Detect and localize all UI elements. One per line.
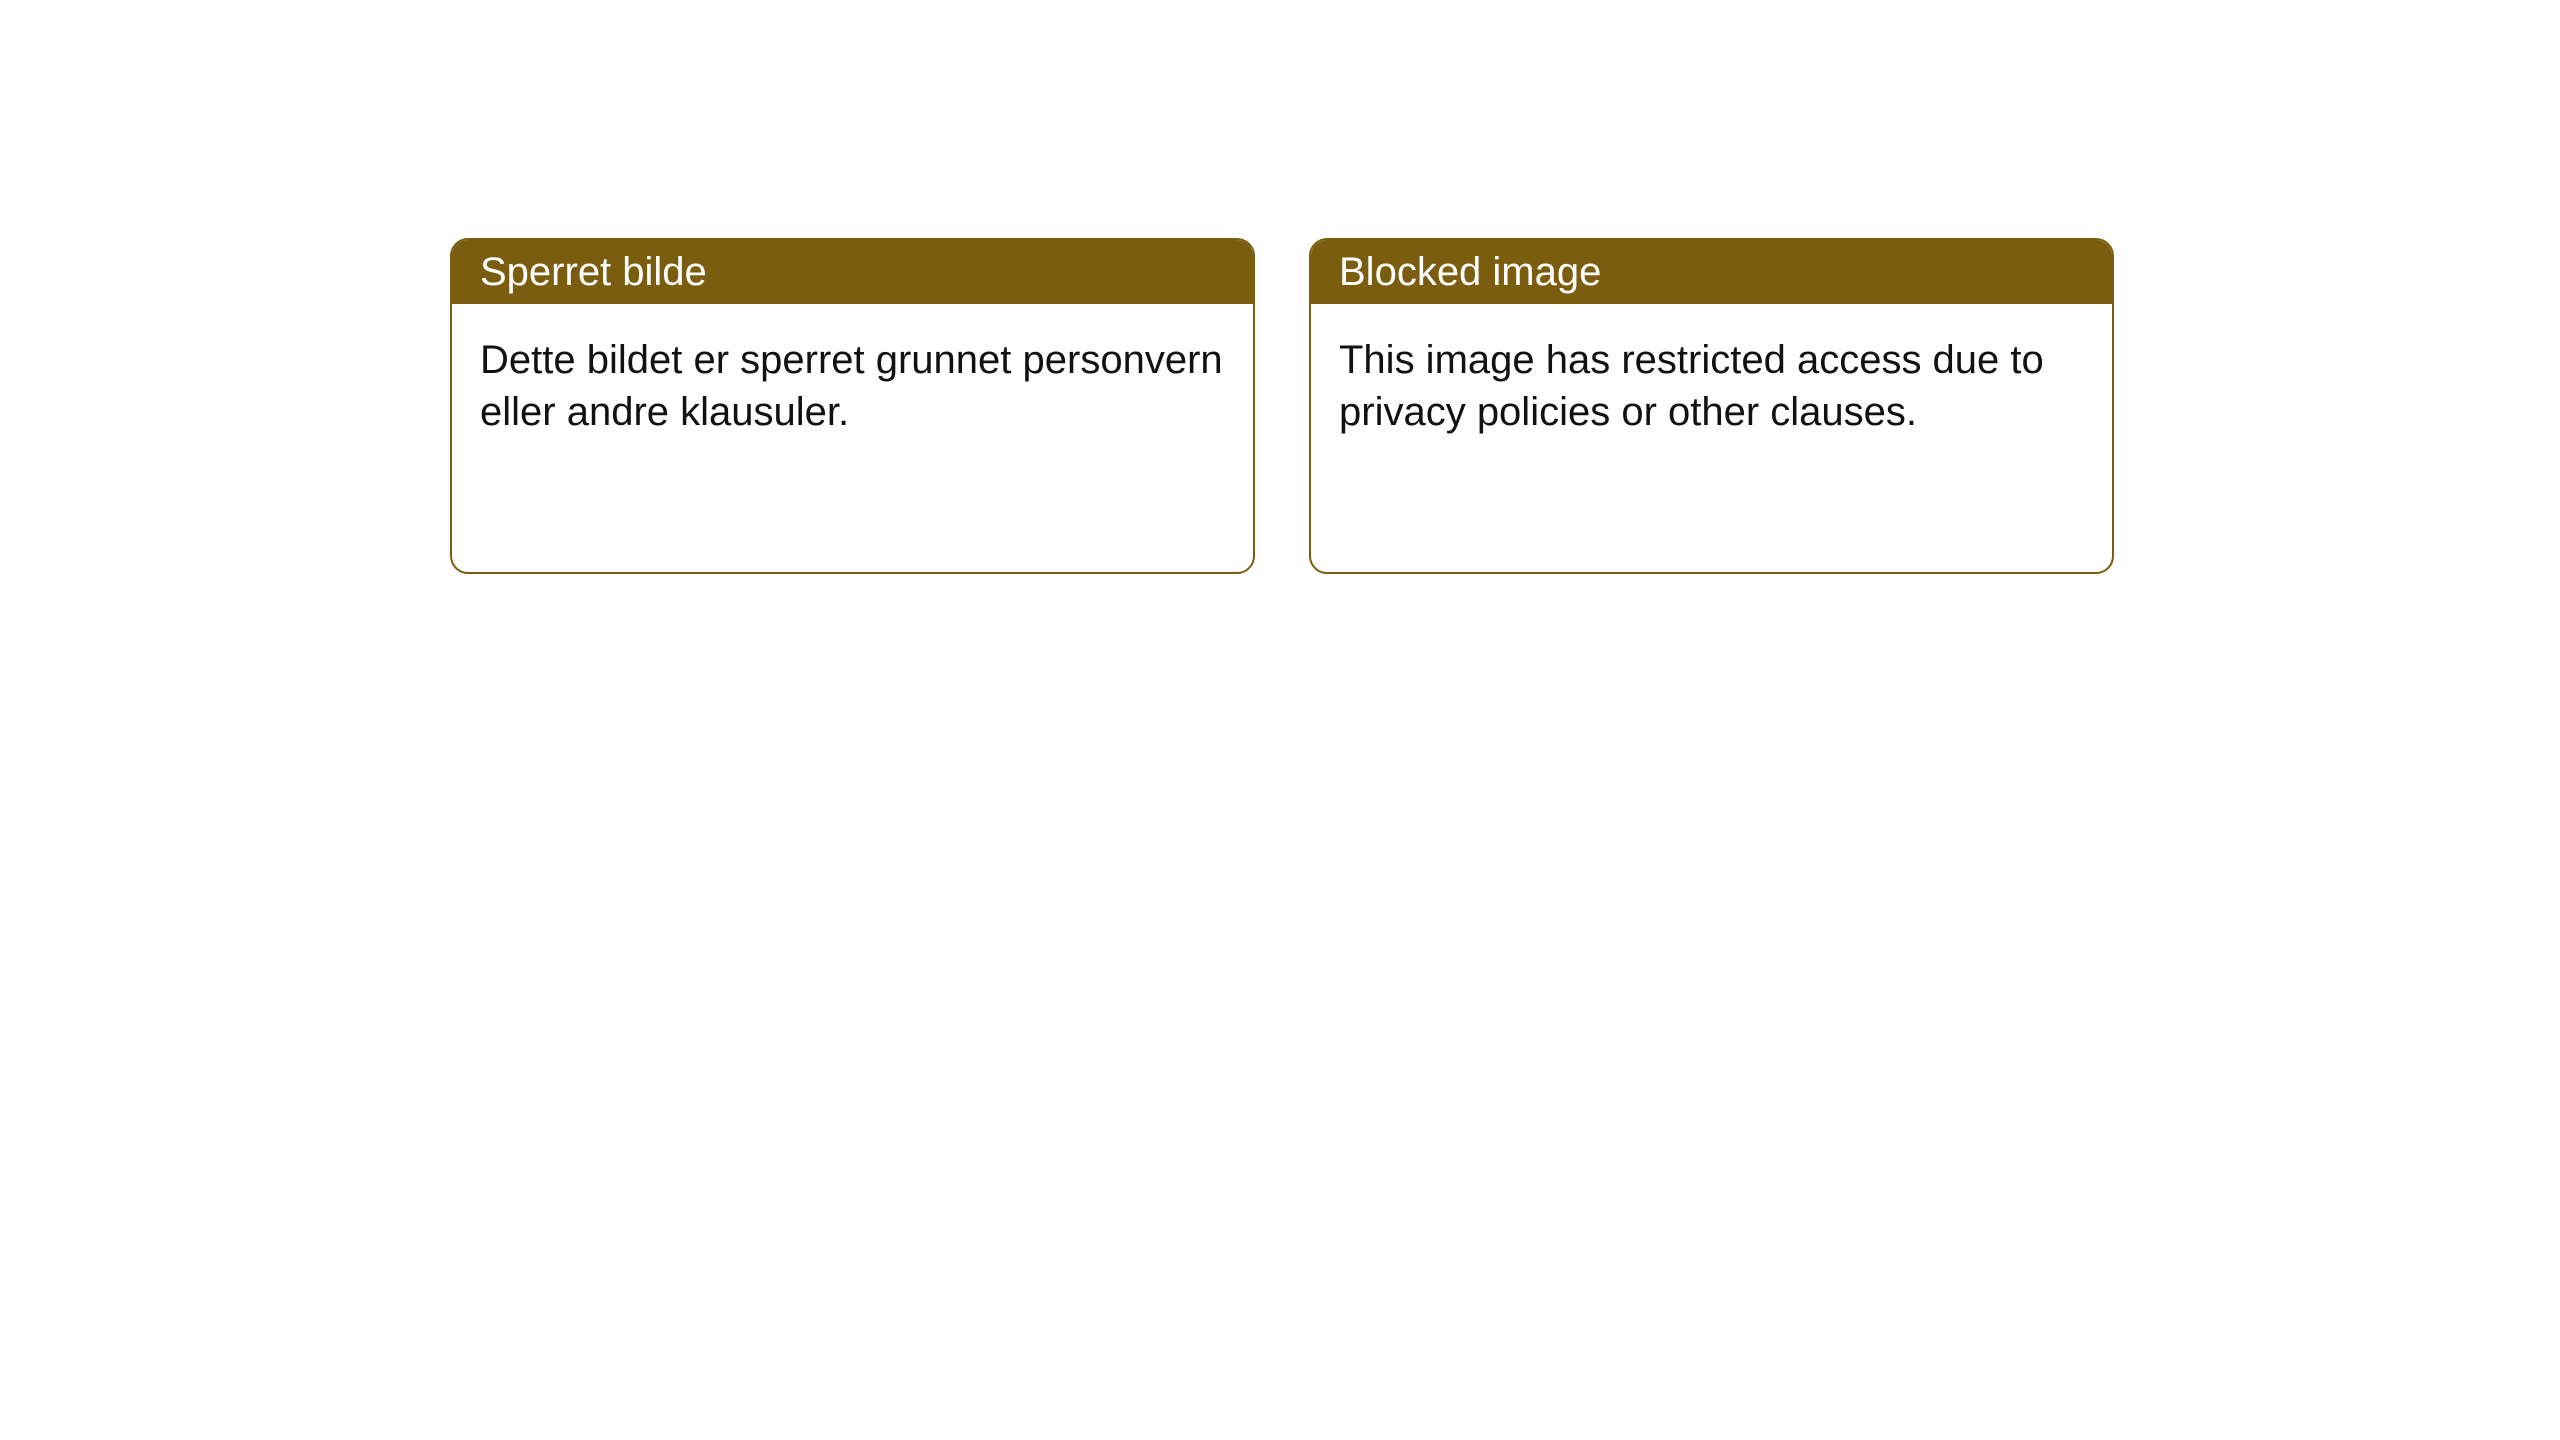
- notice-body-english: This image has restricted access due to …: [1311, 304, 2112, 468]
- notice-body-norwegian: Dette bildet er sperret grunnet personve…: [452, 304, 1253, 468]
- notice-title-english: Blocked image: [1311, 240, 2112, 304]
- notice-title-norwegian: Sperret bilde: [452, 240, 1253, 304]
- notice-container: Sperret bilde Dette bildet er sperret gr…: [0, 0, 2560, 574]
- notice-card-english: Blocked image This image has restricted …: [1309, 238, 2114, 574]
- notice-card-norwegian: Sperret bilde Dette bildet er sperret gr…: [450, 238, 1255, 574]
